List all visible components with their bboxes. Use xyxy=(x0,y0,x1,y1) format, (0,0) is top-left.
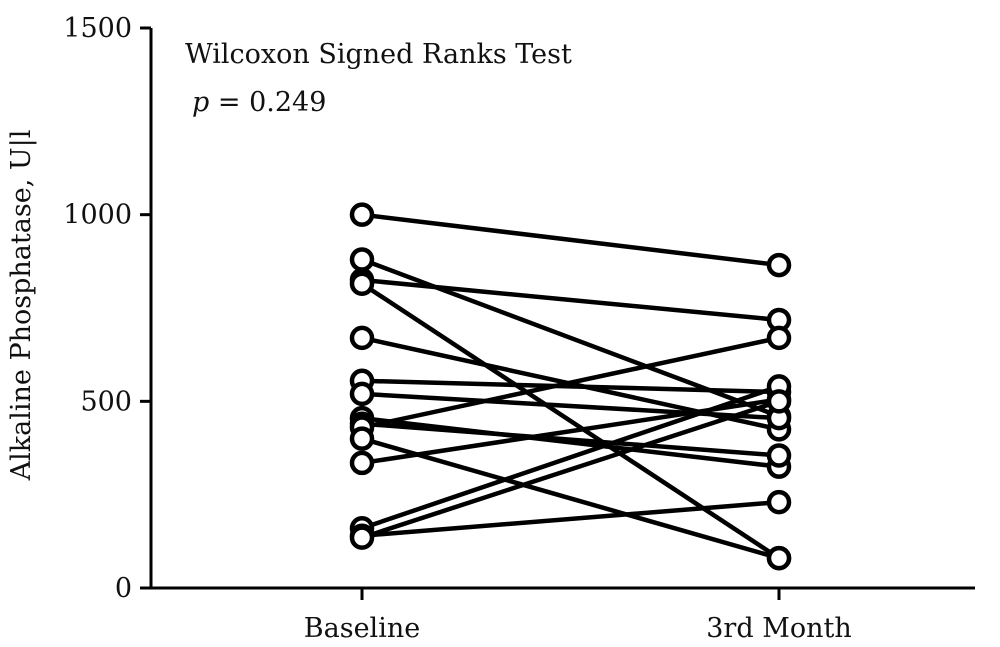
pair-line xyxy=(361,384,780,531)
baseline-point xyxy=(349,247,375,272)
pair-line xyxy=(361,391,780,421)
y-tick-label: 0 xyxy=(115,573,132,604)
pair-line xyxy=(361,499,780,538)
pair-line xyxy=(360,281,781,561)
pair-line xyxy=(361,257,780,419)
baseline-point xyxy=(349,381,375,407)
data-points xyxy=(349,202,792,571)
month3-point xyxy=(766,443,792,468)
month3-point xyxy=(766,489,792,515)
baseline-point xyxy=(349,202,375,227)
pair-line xyxy=(361,436,780,561)
pair-line xyxy=(361,399,780,540)
pair-line xyxy=(361,378,780,395)
y-axis-title: Alkaline Phosphatase, U|l xyxy=(6,130,37,482)
baseline-point xyxy=(349,426,375,451)
month3-point xyxy=(766,545,792,571)
y-ticks: 0 500 1000 1500 xyxy=(63,13,151,604)
baseline-point xyxy=(349,525,375,550)
p-value-annotation: p = 0.249 xyxy=(192,87,326,118)
pair-line xyxy=(361,335,780,430)
test-name-annotation: Wilcoxon Signed Ranks Test xyxy=(185,39,572,70)
pair-line xyxy=(361,212,780,268)
x-tick-label: 3rd Month xyxy=(706,613,851,644)
pair-line xyxy=(361,421,780,458)
pair-line xyxy=(361,277,780,323)
axes xyxy=(149,28,975,590)
y-tick-label: 1000 xyxy=(63,200,132,231)
baseline-point xyxy=(349,450,375,476)
month3-point xyxy=(766,252,792,278)
month3-point xyxy=(766,389,792,414)
x-ticks: Baseline 3rd Month xyxy=(304,588,852,644)
pair-lines xyxy=(360,212,781,561)
p-value-text: = 0.249 xyxy=(209,87,326,118)
baseline-point xyxy=(349,271,375,296)
y-tick-label: 500 xyxy=(80,386,132,417)
month3-point xyxy=(766,325,792,351)
y-tick-label: 1500 xyxy=(63,13,132,44)
pair-line xyxy=(361,415,780,469)
x-tick-label: Baseline xyxy=(304,613,420,644)
baseline-point xyxy=(349,325,375,351)
p-symbol: p xyxy=(192,87,209,118)
